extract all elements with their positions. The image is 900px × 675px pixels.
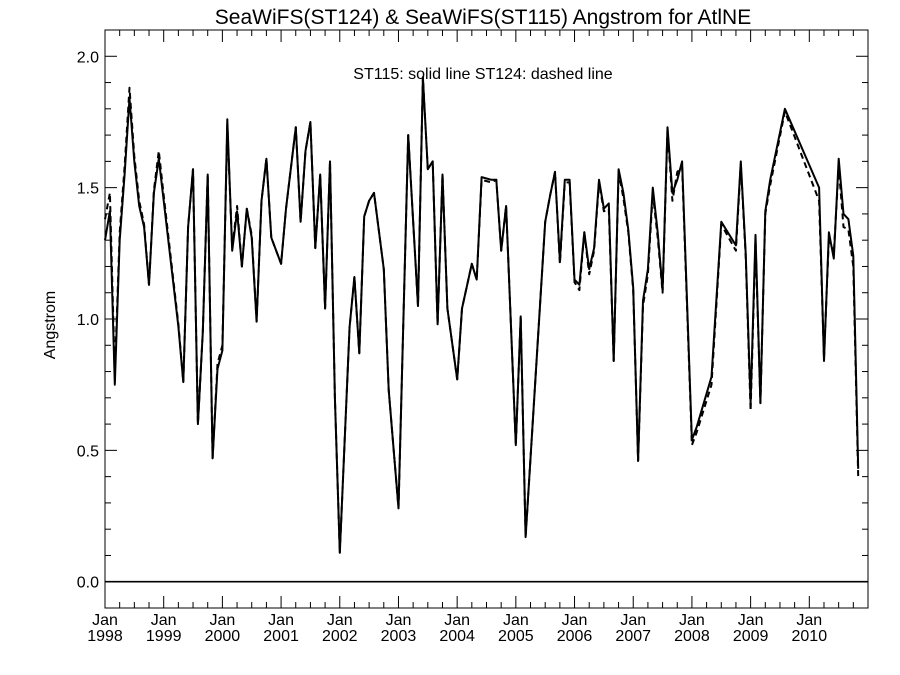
x-tick-label-year: 2005	[498, 628, 534, 645]
x-tick-label-year: 2010	[792, 628, 828, 645]
y-tick-label: 0.0	[77, 575, 99, 592]
x-tick-label-year: 2001	[263, 628, 299, 645]
x-tick-label-month: Jan	[444, 612, 470, 629]
x-tick-label-year: 2002	[322, 628, 358, 645]
x-tick-label-month: Jan	[92, 612, 118, 629]
y-tick-label: 1.0	[77, 312, 99, 329]
x-tick-label-year: 2008	[674, 628, 710, 645]
x-tick-label-month: Jan	[796, 612, 822, 629]
legend-annotation: ST115: solid line ST124: dashed line	[353, 66, 613, 83]
x-tick-label-year: 1998	[87, 628, 123, 645]
x-tick-label-year: 2004	[439, 628, 475, 645]
x-tick-label-month: Jan	[620, 612, 646, 629]
x-tick-label-year: 2006	[557, 628, 593, 645]
y-tick-label: 1.5	[77, 181, 99, 198]
x-tick-label-month: Jan	[562, 612, 588, 629]
y-tick-label: 2.0	[77, 49, 99, 66]
y-axis-title: Angstrom	[42, 291, 59, 359]
x-tick-label-year: 2000	[205, 628, 241, 645]
x-tick-label-month: Jan	[209, 612, 235, 629]
x-tick-label-month: Jan	[679, 612, 705, 629]
x-tick-label-month: Jan	[151, 612, 177, 629]
plot-frame	[104, 29, 869, 609]
x-tick-label-month: Jan	[503, 612, 529, 629]
chart-title: SeaWiFS(ST124) & SeaWiFS(ST115) Angstrom…	[215, 6, 751, 29]
x-tick-label-month: Jan	[268, 612, 294, 629]
x-tick-label-month: Jan	[386, 612, 412, 629]
x-tick-label-year: 2007	[615, 628, 651, 645]
plot-layer: 0.00.51.01.52.0Jan1998Jan1999Jan2000Jan2…	[77, 29, 868, 645]
x-tick-label-month: Jan	[327, 612, 353, 629]
y-tick-label: 0.5	[77, 443, 99, 460]
series-line-st124	[104, 76, 860, 554]
x-tick-label-year: 1999	[146, 628, 182, 645]
x-tick-label-year: 2003	[381, 628, 417, 645]
x-tick-label-month: Jan	[738, 612, 764, 629]
x-tick-label-year: 2009	[733, 628, 769, 645]
